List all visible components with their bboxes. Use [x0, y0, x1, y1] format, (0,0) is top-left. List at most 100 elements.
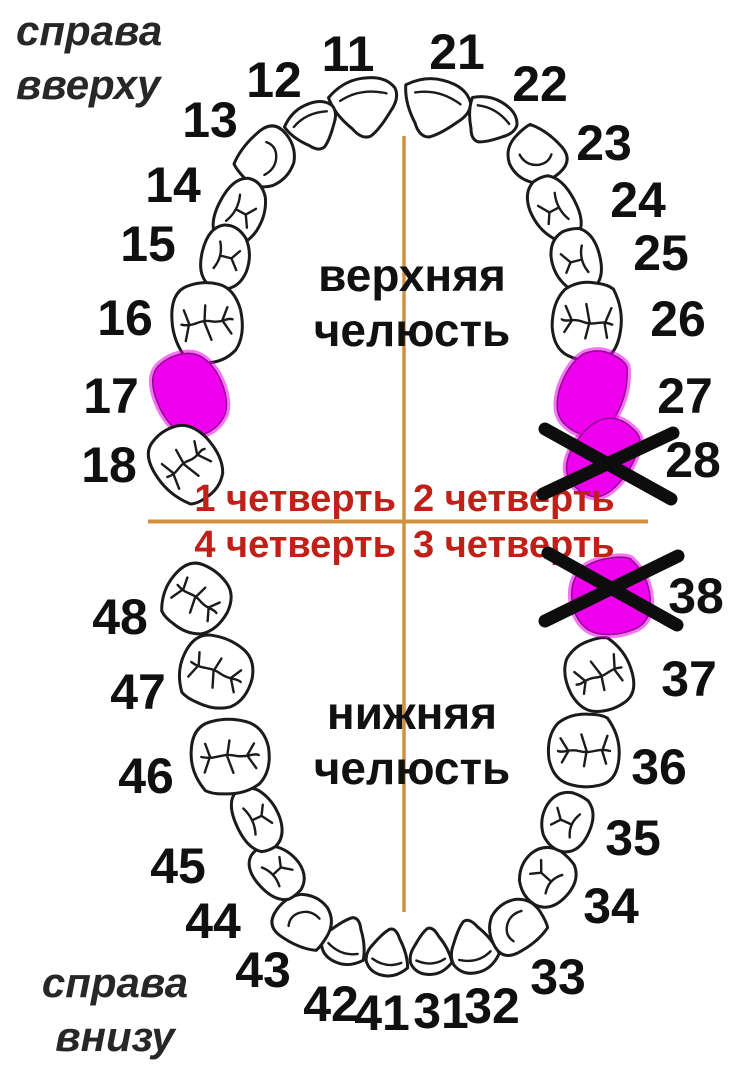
tooth-12 — [280, 94, 348, 160]
tooth-33 — [478, 890, 552, 962]
tooth-13-fissure — [249, 141, 284, 176]
tooth-number-18: 18 — [81, 437, 137, 493]
tooth-46-outline — [190, 718, 271, 795]
tooth-42-outline — [317, 911, 374, 970]
quarter-1-label: 1 четверть — [194, 478, 396, 520]
tooth-21-outline — [396, 73, 474, 144]
tooth-number-45: 45 — [150, 838, 206, 894]
quarter-3-label: 3 четверть — [413, 524, 615, 566]
tooth-number-16: 16 — [97, 290, 153, 346]
tooth-33-outline — [478, 890, 552, 962]
tooth-16-fissure — [180, 303, 235, 343]
corner-label-line: справа — [16, 7, 163, 54]
tooth-36-outline — [548, 714, 619, 787]
corner-label-line: внизу — [55, 1013, 175, 1060]
tooth-number-43: 43 — [235, 942, 291, 998]
tooth-22-fissure — [477, 103, 511, 124]
extracted-cross-28 — [536, 426, 680, 501]
tooth-48-fissure — [169, 574, 225, 626]
tooth-number-33: 33 — [530, 949, 586, 1005]
tooth-number-46: 46 — [118, 748, 174, 804]
extracted-cross-38 — [538, 549, 685, 628]
tooth-number-38: 38 — [668, 568, 724, 624]
tooth-number-layer: 1112131415161718212223242526272831323334… — [81, 24, 724, 1041]
tooth-22 — [455, 89, 523, 155]
tooth-26-outline — [548, 279, 625, 364]
tooth-45-outline — [223, 779, 290, 858]
tooth-45-fissure — [243, 800, 273, 835]
tooth-27 — [547, 341, 638, 443]
tooth-number-47: 47 — [110, 664, 166, 720]
tooth-47 — [169, 627, 262, 719]
tooth-11-fissure — [339, 87, 386, 103]
corner-label-top-left: справа вверху — [16, 4, 162, 112]
tooth-number-34: 34 — [583, 878, 639, 934]
tooth-42-fissure — [327, 943, 358, 957]
tooth-number-41: 41 — [354, 985, 410, 1041]
tooth-number-17: 17 — [83, 368, 139, 424]
tooth-number-42: 42 — [303, 976, 359, 1032]
tooth-number-13: 13 — [182, 92, 238, 148]
tooth-43-outline — [266, 884, 341, 957]
jaw-label-line: нижняя — [326, 687, 498, 739]
tooth-number-26: 26 — [650, 291, 706, 347]
tooth-12-fissure — [292, 107, 326, 128]
quarter-2-label: 2 четверть — [413, 478, 615, 520]
jaw-label-line: верхняя — [318, 249, 506, 301]
tooth-41-fissure — [372, 959, 402, 966]
tooth-35 — [532, 785, 601, 859]
tooth-47-fissure — [185, 648, 246, 696]
tooth-31-fissure — [416, 957, 445, 965]
tooth-number-37: 37 — [661, 651, 717, 707]
teeth-layer — [137, 72, 654, 979]
tooth-43-fissure — [287, 905, 320, 938]
tooth-24 — [518, 169, 590, 251]
corner-label-line: справа — [41, 959, 189, 1006]
tooth-44-fissure — [262, 853, 295, 886]
tooth-number-36: 36 — [631, 739, 687, 795]
tooth-26-fissure — [560, 302, 614, 341]
tooth-31 — [407, 926, 454, 977]
tooth-48 — [151, 553, 243, 646]
tooth-number-25: 25 — [633, 225, 689, 281]
corner-label-line: вверху — [16, 61, 161, 108]
tooth-37-fissure — [571, 652, 627, 698]
tooth-23-fissure — [519, 139, 553, 173]
tooth-number-24: 24 — [610, 172, 666, 228]
tooth-17-highlight — [144, 344, 237, 446]
tooth-number-11: 11 — [322, 26, 375, 82]
tooth-number-27: 27 — [657, 368, 713, 424]
tooth-number-44: 44 — [185, 893, 241, 949]
tooth-35-fissure — [549, 805, 580, 837]
tooth-46-fissure — [201, 739, 259, 773]
tooth-44 — [240, 834, 313, 908]
jaw-label-line: челюсть — [313, 742, 511, 794]
tooth-32 — [441, 914, 503, 980]
tooth-24-fissure — [536, 193, 568, 229]
lower-jaw-label: нижняя челюсть — [314, 686, 511, 796]
tooth-15-fissure — [214, 242, 242, 274]
tooth-number-35: 35 — [605, 810, 661, 866]
tooth-18-fissure — [157, 436, 215, 491]
tooth-number-21: 21 — [429, 24, 485, 80]
tooth-number-22: 22 — [512, 56, 568, 112]
tooth-36-fissure — [558, 735, 610, 767]
tooth-number-23: 23 — [576, 115, 632, 171]
upper-jaw-label: верхняя челюсть — [314, 248, 511, 358]
quarter-4-label: 4 четверть — [194, 524, 396, 566]
tooth-34-fissure — [527, 858, 563, 894]
tooth-43 — [266, 884, 341, 957]
tooth-18 — [137, 413, 235, 514]
corner-label-bottom-left: справа внизу — [20, 956, 210, 1064]
tooth-17 — [144, 344, 237, 446]
tooth-24-outline — [518, 169, 590, 251]
tooth-33-fissure — [500, 910, 533, 942]
tooth-41 — [365, 927, 411, 978]
tooth-46 — [190, 718, 271, 795]
tooth-42 — [317, 911, 374, 970]
tooth-45 — [223, 779, 290, 858]
tooth-36 — [548, 714, 619, 787]
tooth-26 — [548, 279, 625, 364]
